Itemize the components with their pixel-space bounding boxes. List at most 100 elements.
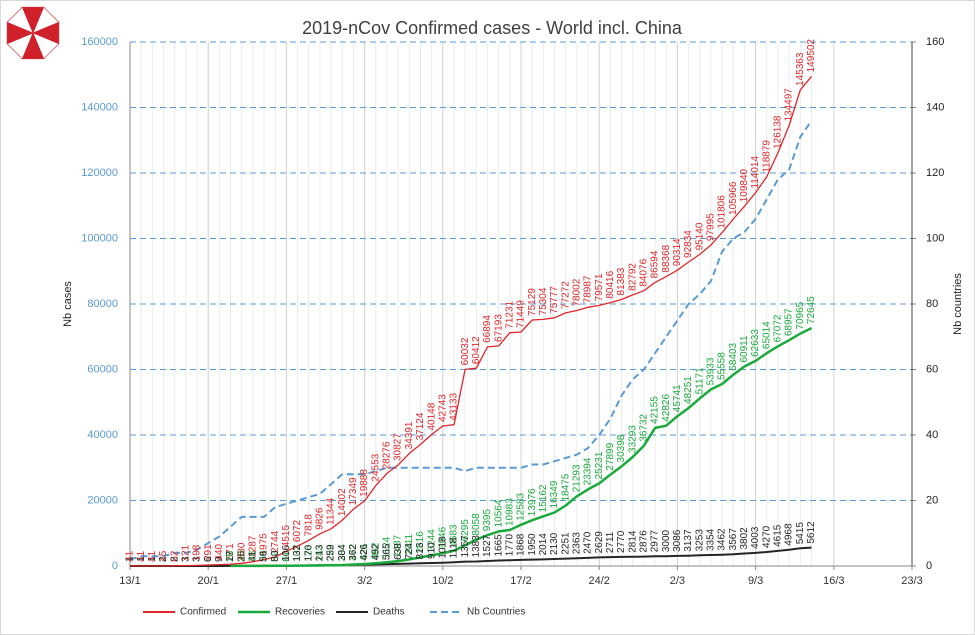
data-label: 36 (248, 550, 259, 562)
data-label: 41 (248, 550, 259, 562)
x-tick-label: 20/1 (197, 575, 218, 587)
x-tick-label: 2/3 (670, 575, 685, 587)
data-label: 2876 (639, 530, 650, 553)
data-label: 1 (147, 556, 158, 562)
data-label: 2711 (605, 531, 616, 553)
data-label: 571 (225, 543, 236, 560)
data-label: 724 (404, 543, 415, 560)
data-label: 30827 (393, 433, 404, 461)
y-tick-label: 60000 (87, 363, 118, 375)
data-label: 10564 (493, 499, 504, 527)
data-label: 56 (259, 550, 270, 562)
y2-tick-label: 160 (926, 36, 944, 48)
data-label: 30 (236, 550, 247, 562)
data-label: 68957 (784, 308, 795, 336)
data-label: 170 (303, 544, 314, 561)
data-label: 3000 (661, 529, 672, 552)
data-label: 79571 (594, 273, 605, 301)
data-label: 2977 (650, 530, 661, 553)
data-label: 75129 (527, 288, 538, 316)
legend-label: Confirmed (180, 607, 226, 618)
data-label: 4683 (449, 524, 460, 547)
data-label: 4615 (773, 524, 784, 547)
data-label: 2130 (549, 532, 560, 555)
data-label: 21293 (571, 464, 582, 492)
data-label: 41 (136, 550, 147, 562)
data-label: 118879 (761, 140, 772, 173)
data-label: 105966 (728, 181, 739, 215)
data-label: 45 (158, 550, 169, 562)
data-label: 9395 (482, 509, 493, 532)
x-tick-label: 16/3 (823, 575, 844, 587)
y-tick-label: 120000 (81, 167, 118, 179)
x-tick-label: 27/1 (276, 575, 297, 587)
data-label: 830 (236, 542, 247, 559)
data-label: 3354 (706, 528, 717, 551)
data-label: 5612 (806, 521, 817, 544)
data-label: 101806 (717, 195, 728, 229)
data-label: 1124 (382, 536, 393, 558)
data-label: 114014 (750, 156, 761, 189)
data-label: 30398 (616, 434, 627, 462)
data-label: 3 (192, 556, 203, 562)
data-label: 62633 (750, 329, 761, 357)
data-label: 3137 (683, 529, 694, 552)
y2-tick-label: 20 (926, 494, 938, 506)
data-label: 2014 (538, 533, 549, 556)
data-label: 1975 (259, 533, 270, 556)
data-label: 1287 (248, 535, 259, 558)
data-label: 145363 (795, 52, 806, 86)
y2-tick-label: 140 (926, 101, 944, 113)
y2-tick-label: 40 (926, 429, 938, 441)
data-label: 78002 (571, 278, 582, 306)
data-label: 48251 (683, 376, 694, 404)
data-label: 25231 (594, 451, 605, 479)
y2-tick-label: 0 (926, 560, 932, 572)
y2-tick-label: 100 (926, 232, 944, 244)
y-tick-label: 100000 (81, 232, 118, 244)
data-label: 109840 (739, 168, 750, 202)
y-tick-label: 40000 (87, 429, 118, 441)
data-label: 3462 (717, 528, 728, 551)
data-label: 1118 (449, 537, 460, 558)
data-label: 81383 (616, 267, 627, 295)
data-label: 106 (281, 545, 292, 562)
y2-tick-label: 80 (926, 298, 938, 310)
data-label: 813 (415, 542, 426, 559)
data-label: 90314 (672, 238, 683, 266)
data-label: 61 (281, 550, 292, 562)
data-label: 2770 (616, 530, 627, 553)
data-label: 80 (270, 550, 281, 562)
data-label: 77272 (560, 281, 571, 309)
data-label: 15162 (538, 484, 549, 512)
data-label: 2470 (583, 531, 594, 554)
data-label: 426 (359, 543, 370, 560)
data-label: 84076 (639, 258, 650, 286)
data-label: 97995 (706, 213, 717, 241)
data-label: 92834 (683, 230, 694, 258)
data-label: 7818 (303, 514, 314, 537)
legend-label: Nb Countries (467, 607, 525, 618)
data-label: 3244 (426, 529, 437, 552)
data-label: 70965 (795, 301, 806, 329)
data-label: 3 (180, 556, 191, 562)
data-label: 24553 (370, 453, 381, 481)
data-label: 213 (315, 544, 326, 561)
y-tick-label: 0 (112, 560, 118, 572)
data-label: 910 (426, 542, 437, 559)
data-label: 42743 (437, 394, 448, 422)
data-label: 8058 (471, 513, 482, 536)
data-label: 4270 (761, 525, 772, 548)
data-label: 78987 (583, 275, 594, 303)
data-label: 14002 (337, 488, 348, 516)
data-label: 51171 (694, 367, 705, 395)
data-label: 1383 (471, 535, 482, 558)
data-label: 5415 (795, 522, 806, 545)
x-tick-label: 10/2 (432, 575, 453, 587)
data-label: 2251 (560, 532, 571, 555)
data-label: 1018 (437, 536, 448, 559)
data-label: 198 (192, 544, 203, 561)
data-label: 1665 (493, 534, 504, 557)
data-label: 6295 (460, 519, 471, 542)
data-label: 149502 (806, 39, 817, 73)
